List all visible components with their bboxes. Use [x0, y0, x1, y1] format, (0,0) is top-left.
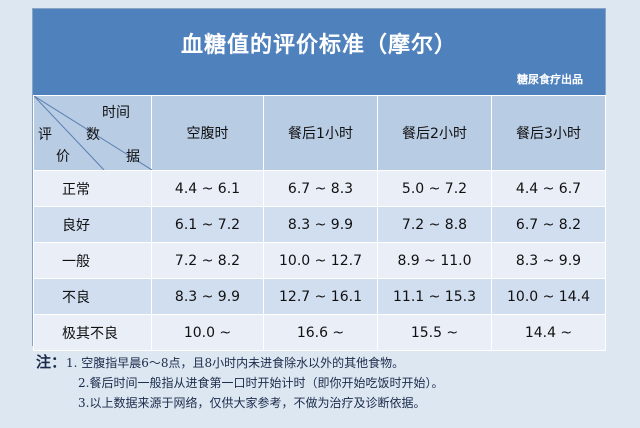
corner-label-eval: 评	[38, 127, 52, 143]
table-row: 极其不良 10.0 ~ 16.6 ~ 15.5 ~ 14.4 ~	[33, 314, 606, 351]
table-cell: 10.0 ~	[151, 314, 264, 351]
corner-label-time: 时间	[102, 105, 130, 121]
table-cell: 11.1 ~ 15.3	[377, 278, 492, 315]
table-cell: 4.4 ~ 6.1	[151, 170, 264, 207]
table-cell: 10.0 ~ 12.7	[263, 242, 378, 279]
corner-label-data: 据	[126, 149, 140, 165]
table-cell: 4.4 ~ 6.7	[491, 170, 606, 207]
column-header: 空腹时	[151, 95, 264, 171]
glucose-table: 时间 评 数 价 据 空腹时 餐后1小时 餐后2小时 餐后3小时 正常 4.4 …	[33, 95, 606, 351]
notes-section: 注：1. 空腹指早晨6～8点，且8小时内未进食除水以外的其他食物。 2.餐后时间…	[36, 352, 636, 413]
table-cell: 5.0 ~ 7.2	[377, 170, 492, 207]
table-cell: 16.6 ~	[263, 314, 378, 351]
table-row: 良好 6.1 ~ 7.2 8.3 ~ 9.9 7.2 ~ 8.8 6.7 ~ 8…	[33, 206, 606, 243]
table-cell: 6.7 ~ 8.3	[263, 170, 378, 207]
table-row: 不良 8.3 ~ 9.9 12.7 ~ 16.1 11.1 ~ 15.3 10.…	[33, 278, 606, 315]
table-cell: 8.3 ~ 9.9	[151, 278, 264, 315]
row-label: 良好	[33, 206, 152, 243]
row-label: 极其不良	[33, 314, 152, 351]
diagonal-lines	[34, 96, 152, 170]
note-line: 注：1. 空腹指早晨6～8点，且8小时内未进食除水以外的其他食物。	[36, 352, 636, 373]
column-header: 餐后3小时	[491, 95, 606, 171]
table-cell: 10.0 ~ 14.4	[491, 278, 606, 315]
glucose-standard-card: 血糖值的评价标准（摩尔） 糖尿食疗出品 时间 评 数 价 据 空腹时	[32, 8, 606, 351]
credit-label: 糖尿食疗出品	[517, 73, 583, 86]
note-item: 1. 空腹指早晨6～8点，且8小时内未进食除水以外的其他食物。	[66, 356, 405, 370]
table-cell: 6.7 ~ 8.2	[491, 206, 606, 243]
table-cell: 6.1 ~ 7.2	[151, 206, 264, 243]
column-header: 餐后1小时	[263, 95, 378, 171]
corner-label-price: 价	[56, 149, 70, 165]
table-cell: 14.4 ~	[491, 314, 606, 351]
table-cell: 8.3 ~ 9.9	[491, 242, 606, 279]
table-cell: 7.2 ~ 8.8	[377, 206, 492, 243]
title-banner: 血糖值的评价标准（摩尔） 糖尿食疗出品	[33, 9, 605, 95]
header-row: 时间 评 数 价 据 空腹时 餐后1小时 餐后2小时 餐后3小时	[33, 95, 606, 171]
corner-label-num: 数	[86, 127, 100, 143]
row-label: 正常	[33, 170, 152, 207]
column-header: 餐后2小时	[377, 95, 492, 171]
table-cell: 7.2 ~ 8.2	[151, 242, 264, 279]
page-title: 血糖值的评价标准（摩尔）	[180, 33, 457, 58]
table-row: 正常 4.4 ~ 6.1 6.7 ~ 8.3 5.0 ~ 7.2 4.4 ~ 6…	[33, 170, 606, 207]
note-item: 2.餐后时间一般指从进食第一口时开始计时（即你开始吃饭时开始）。	[78, 376, 444, 390]
table-cell: 8.9 ~ 11.0	[377, 242, 492, 279]
corner-header-cell: 时间 评 数 价 据	[33, 95, 152, 171]
note-item: 3.以上数据来源于网络，仅供大家参考，不做为治疗及诊断依据。	[78, 396, 426, 410]
table-cell: 15.5 ~	[377, 314, 492, 351]
row-label: 不良	[33, 278, 152, 315]
notes-lead: 注：	[36, 353, 67, 371]
row-label: 一般	[33, 242, 152, 279]
table-cell: 12.7 ~ 16.1	[263, 278, 378, 315]
table-cell: 8.3 ~ 9.9	[263, 206, 378, 243]
table-row: 一般 7.2 ~ 8.2 10.0 ~ 12.7 8.9 ~ 11.0 8.3 …	[33, 242, 606, 279]
